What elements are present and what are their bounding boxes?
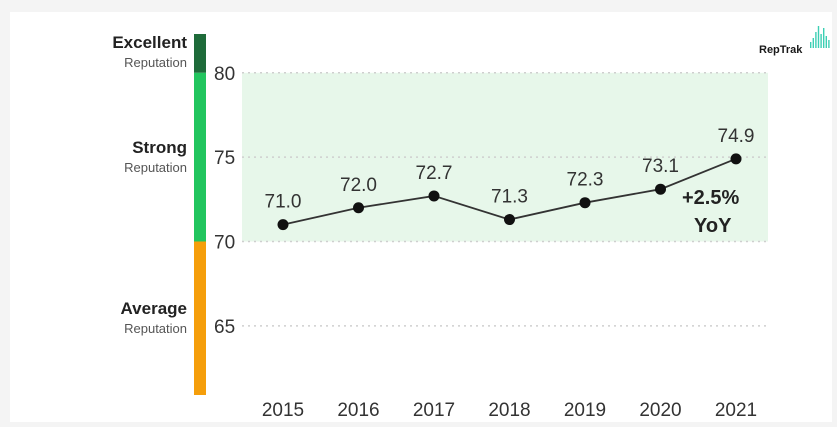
- heartbeat-bars-icon: [810, 26, 830, 48]
- data-point-2020: [655, 183, 666, 195]
- band-title-average: Average: [121, 299, 187, 318]
- data-point-2015: [277, 219, 289, 231]
- band-subtitle-strong: Reputation: [124, 160, 187, 175]
- data-point-2017: [428, 190, 440, 202]
- band-title-strong: Strong: [132, 138, 187, 157]
- data-point-2018: [504, 214, 515, 226]
- logo-bar: [815, 32, 817, 48]
- band-bar-average: [194, 241, 206, 395]
- data-label-2021: 74.9: [718, 126, 755, 147]
- x-tick-label-2019: 2019: [564, 400, 606, 421]
- logo-bar: [820, 34, 822, 48]
- logo-bar: [812, 38, 814, 48]
- data-label-2015: 71.0: [265, 192, 302, 213]
- x-tick-label-2015: 2015: [262, 400, 304, 421]
- data-point-2019: [579, 197, 591, 209]
- x-tick-label-2017: 2017: [413, 400, 455, 421]
- chart-card: Excellent Reputation Strong Reputation Avera…: [10, 12, 832, 422]
- y-tick-label: 70: [214, 232, 235, 253]
- band-title-excellent: Excellent: [112, 33, 187, 52]
- logo-bar: [810, 42, 812, 48]
- data-label-2017: 72.7: [416, 163, 453, 184]
- reputation-line-chart: Excellent Reputation Strong Reputation Avera…: [112, 26, 830, 421]
- reptrak-logo: RepTrak: [759, 26, 830, 56]
- band-subtitle-average: Reputation: [124, 321, 187, 336]
- yoy-change-line1: +2.5%: [682, 187, 739, 209]
- x-tick-label-2016: 2016: [337, 400, 379, 421]
- yoy-change-line2: YoY: [694, 215, 732, 237]
- data-label-2016: 72.0: [340, 175, 377, 196]
- x-tick-label-2020: 2020: [639, 400, 681, 421]
- logo-bar: [823, 28, 825, 48]
- band-bar-strong: [194, 72, 206, 242]
- logo-bar: [825, 36, 827, 48]
- y-tick-label: 75: [214, 148, 235, 169]
- x-tick-label-2021: 2021: [715, 400, 757, 421]
- data-point-2016: [353, 202, 364, 214]
- data-point-2021: [730, 153, 742, 165]
- data-label-2018: 71.3: [491, 187, 528, 208]
- logo-text: RepTrak: [759, 44, 803, 56]
- band-subtitle-excellent: Reputation: [124, 55, 187, 70]
- y-tick-label: 65: [214, 317, 235, 338]
- x-tick-label-2018: 2018: [488, 400, 530, 421]
- logo-bar: [828, 40, 830, 48]
- band-bar-excellent: [194, 34, 206, 73]
- data-label-2020: 73.1: [642, 156, 679, 177]
- logo-bar: [817, 26, 820, 48]
- y-tick-label: 80: [214, 64, 235, 85]
- data-label-2019: 72.3: [567, 170, 604, 191]
